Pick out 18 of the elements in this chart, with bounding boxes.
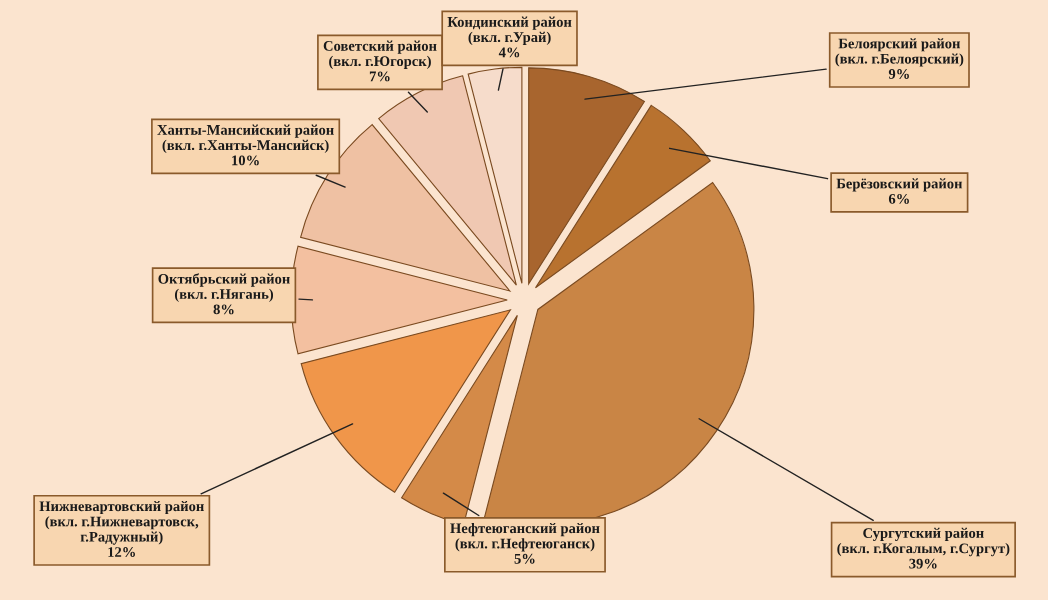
data-label: 9% — [888, 69, 909, 79]
data-label: 5% — [514, 553, 535, 564]
slice-label: Кондинский район (вкл. г.Урай) — [447, 16, 572, 46]
data-label: 39% — [909, 558, 937, 569]
data-label: 4% — [498, 47, 520, 58]
data-label: 8% — [213, 304, 234, 315]
slice-label: Белоярский район (вкл. г.Белоярский) — [835, 38, 964, 67]
slice-label: Октябрьский район (вкл. г.Нягань) — [158, 273, 290, 302]
slice-label: Нефтеюганский район (вкл. г.Нефтеюганск) — [450, 522, 600, 552]
data-label: 10% — [232, 155, 259, 166]
data-label: 12% — [108, 547, 135, 557]
data-label: 6% — [888, 193, 909, 204]
slice-label: Советский район (вкл. г.Югорск) — [323, 40, 437, 70]
slice-label: Ханты-Мансийский район (вкл. г.Ханты-Мансийск) — [157, 124, 334, 154]
data-label: 7% — [369, 71, 390, 82]
slice-label: Берёзовский район — [836, 178, 963, 192]
slice-label: Нижневартовский район (вкл. г.Нижневартовск, г.Радужный) — [39, 500, 204, 545]
slice-label: Сургутский район (вкл. г.Когалым, г.Сургут) — [837, 527, 1010, 557]
